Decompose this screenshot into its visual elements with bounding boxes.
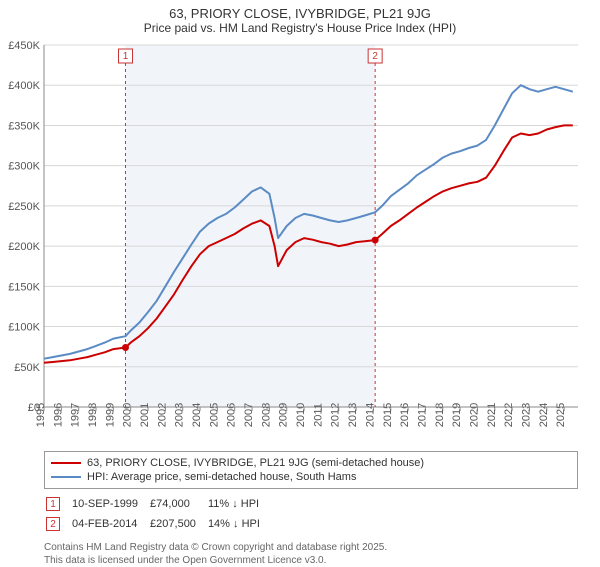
legend-swatch [51,462,81,464]
svg-text:2008: 2008 [260,403,272,427]
chart-title: 63, PRIORY CLOSE, IVYBRIDGE, PL21 9JG [0,0,600,21]
svg-text:£300K: £300K [8,161,40,173]
markers-table: 1 10-SEP-1999 £74,000 11% ↓ HPI 2 04-FEB… [44,493,272,535]
marker-price: £207,500 [150,515,206,533]
marker-date: 10-SEP-1999 [72,495,148,513]
svg-text:2018: 2018 [434,403,446,427]
legend-label: 63, PRIORY CLOSE, IVYBRIDGE, PL21 9JG (s… [87,457,424,469]
svg-text:2000: 2000 [122,403,134,427]
svg-text:2024: 2024 [538,403,550,427]
svg-text:2014: 2014 [364,403,376,427]
svg-text:2022: 2022 [503,403,515,427]
svg-text:2007: 2007 [243,403,255,427]
svg-text:£150K: £150K [8,281,40,293]
marker-date: 04-FEB-2014 [72,515,148,533]
marker-delta: 14% ↓ HPI [208,515,270,533]
svg-text:2005: 2005 [208,403,220,427]
svg-text:£250K: £250K [8,201,40,213]
svg-text:2003: 2003 [174,403,186,427]
svg-text:2025: 2025 [555,403,567,427]
svg-text:1998: 1998 [87,403,99,427]
chart-area: £0£50K£100K£150K£200K£250K£300K£350K£400… [0,39,600,445]
svg-text:2012: 2012 [330,403,342,427]
svg-text:1: 1 [123,51,129,62]
svg-text:£100K: £100K [8,322,40,334]
legend-swatch [51,476,81,478]
svg-text:1996: 1996 [52,403,64,427]
svg-text:2017: 2017 [416,403,428,427]
svg-text:1999: 1999 [104,403,116,427]
legend-item: HPI: Average price, semi-detached house,… [51,470,571,484]
svg-text:2023: 2023 [520,403,532,427]
svg-text:2016: 2016 [399,403,411,427]
svg-text:£200K: £200K [8,241,40,253]
svg-text:2004: 2004 [191,403,203,427]
svg-text:2009: 2009 [278,403,290,427]
svg-text:£350K: £350K [8,120,40,132]
legend: 63, PRIORY CLOSE, IVYBRIDGE, PL21 9JG (s… [44,451,578,489]
svg-text:1997: 1997 [70,403,82,427]
svg-text:2010: 2010 [295,403,307,427]
svg-text:2013: 2013 [347,403,359,427]
svg-text:2002: 2002 [156,403,168,427]
svg-text:1995: 1995 [35,403,47,427]
footer-line: Contains HM Land Registry data © Crown c… [44,541,578,554]
line-chart: £0£50K£100K£150K£200K£250K£300K£350K£400… [0,39,600,445]
table-row: 1 10-SEP-1999 £74,000 11% ↓ HPI [46,495,270,513]
svg-text:2021: 2021 [486,403,498,427]
svg-text:£450K: £450K [8,40,40,52]
svg-text:2019: 2019 [451,403,463,427]
table-row: 2 04-FEB-2014 £207,500 14% ↓ HPI [46,515,270,533]
legend-label: HPI: Average price, semi-detached house,… [87,471,356,483]
marker-badge: 2 [46,517,60,531]
footer: Contains HM Land Registry data © Crown c… [44,541,578,567]
svg-text:2015: 2015 [382,403,394,427]
svg-text:£50K: £50K [14,362,40,374]
svg-text:2: 2 [372,51,378,62]
marker-badge: 1 [46,497,60,511]
svg-text:2001: 2001 [139,403,151,427]
svg-text:2006: 2006 [226,403,238,427]
footer-line: This data is licensed under the Open Gov… [44,554,578,567]
marker-delta: 11% ↓ HPI [208,495,270,513]
svg-text:2020: 2020 [468,403,480,427]
marker-price: £74,000 [150,495,206,513]
svg-text:£400K: £400K [8,80,40,92]
legend-item: 63, PRIORY CLOSE, IVYBRIDGE, PL21 9JG (s… [51,456,571,470]
chart-subtitle: Price paid vs. HM Land Registry's House … [0,21,600,39]
